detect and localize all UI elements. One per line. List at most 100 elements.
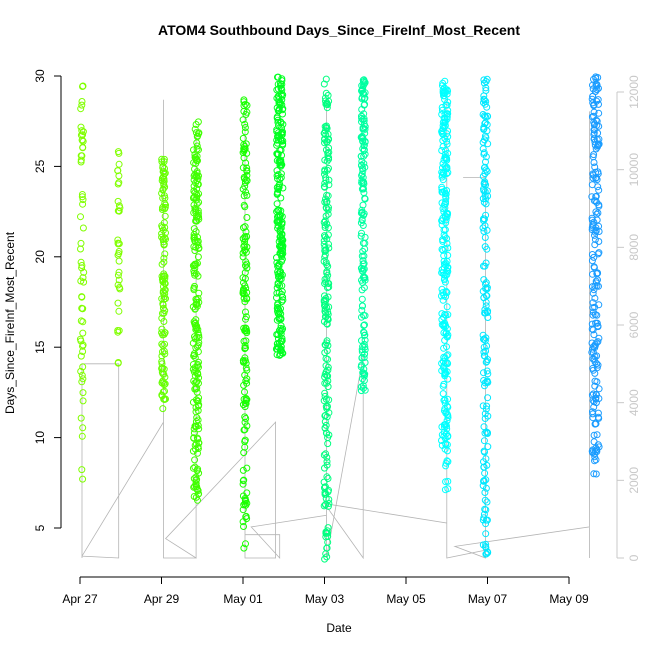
- data-point: [161, 183, 169, 191]
- data-point: [324, 315, 332, 323]
- data-point: [275, 98, 283, 106]
- data-point: [358, 313, 365, 321]
- data-point: [360, 328, 368, 336]
- data-point: [77, 414, 85, 422]
- data-point: [591, 163, 599, 171]
- data-point: [321, 392, 329, 400]
- data-point: [193, 397, 201, 405]
- data-point: [242, 415, 250, 422]
- data-point: [441, 187, 448, 195]
- data-point: [192, 476, 200, 484]
- data-point: [192, 172, 200, 180]
- data-point: [438, 104, 446, 111]
- data-point: [324, 192, 332, 200]
- data-point: [322, 362, 330, 370]
- y-tick-label: 10: [33, 431, 47, 445]
- data-point: [275, 96, 283, 103]
- data-point: [276, 233, 284, 241]
- data-point: [77, 367, 85, 375]
- data-point: [79, 128, 87, 136]
- trace-line: [81, 99, 590, 560]
- data-point: [115, 257, 123, 265]
- data-point: [360, 252, 368, 260]
- data-point: [191, 171, 199, 179]
- data-point: [595, 222, 603, 230]
- data-point: [78, 432, 86, 440]
- data-point: [194, 253, 202, 261]
- data-point: [444, 414, 452, 421]
- data-point: [158, 158, 166, 166]
- data-point: [161, 250, 169, 258]
- data-point: [240, 294, 248, 302]
- data-point: [321, 139, 328, 147]
- data-point: [443, 137, 451, 145]
- y2-tick-label: 2000: [627, 467, 641, 494]
- data-point: [440, 271, 448, 279]
- data-point: [483, 367, 491, 375]
- y-tick-label: 5: [33, 524, 47, 531]
- data-point: [590, 131, 598, 139]
- data-point: [438, 106, 446, 114]
- data-point: [438, 285, 446, 293]
- data-point: [241, 233, 249, 241]
- data-point: [239, 401, 247, 409]
- data-point: [439, 236, 447, 244]
- data-point: [78, 262, 86, 269]
- data-point: [239, 149, 247, 157]
- data-point: [440, 344, 448, 352]
- data-point: [483, 428, 490, 436]
- data-point: [321, 464, 328, 472]
- data-point: [192, 418, 200, 425]
- data-point: [325, 148, 333, 156]
- data-point: [321, 418, 329, 426]
- data-point: [161, 340, 169, 348]
- data-point: [243, 214, 251, 221]
- data-point: [592, 470, 600, 478]
- data-point: [279, 128, 286, 136]
- data-point: [595, 249, 603, 257]
- data-point: [444, 403, 452, 411]
- data-point: [439, 296, 447, 304]
- data-point: [590, 108, 598, 116]
- data-point: [243, 289, 251, 296]
- data-point: [482, 530, 490, 538]
- data-point: [278, 288, 286, 296]
- data-point: [439, 122, 447, 129]
- data-point: [192, 440, 200, 448]
- data-point: [594, 409, 602, 417]
- data-point: [276, 268, 284, 276]
- data-point: [443, 257, 451, 265]
- data-point: [324, 366, 332, 374]
- data-point: [243, 108, 251, 116]
- data-point: [443, 417, 451, 425]
- data-point: [590, 75, 597, 83]
- data-point: [277, 84, 285, 92]
- data-point: [443, 156, 451, 164]
- data-point: [438, 221, 446, 229]
- data-point: [595, 228, 603, 235]
- data-points: [76, 73, 603, 563]
- data-point: [438, 171, 446, 179]
- data-point: [158, 391, 166, 399]
- data-point: [277, 194, 285, 202]
- data-point: [79, 224, 87, 232]
- data-point: [593, 319, 601, 327]
- data-point: [159, 342, 167, 350]
- data-point: [359, 137, 367, 145]
- data-point: [588, 181, 596, 189]
- data-point: [78, 136, 86, 144]
- y2-tick-label: 8000: [627, 234, 641, 261]
- data-point: [359, 247, 367, 255]
- data-point: [440, 170, 448, 178]
- data-point: [158, 233, 166, 241]
- data-point: [360, 311, 367, 319]
- data-point: [275, 212, 282, 220]
- data-point: [114, 328, 122, 336]
- data-point: [483, 284, 491, 292]
- x-ticks: Apr 27 Apr 29 May 01 May 03 May 05 May 07 May …: [62, 577, 589, 606]
- data-point: [194, 241, 202, 249]
- data-point: [191, 237, 199, 244]
- data-point: [241, 120, 249, 128]
- data-point: [480, 92, 488, 100]
- data-point: [479, 111, 487, 118]
